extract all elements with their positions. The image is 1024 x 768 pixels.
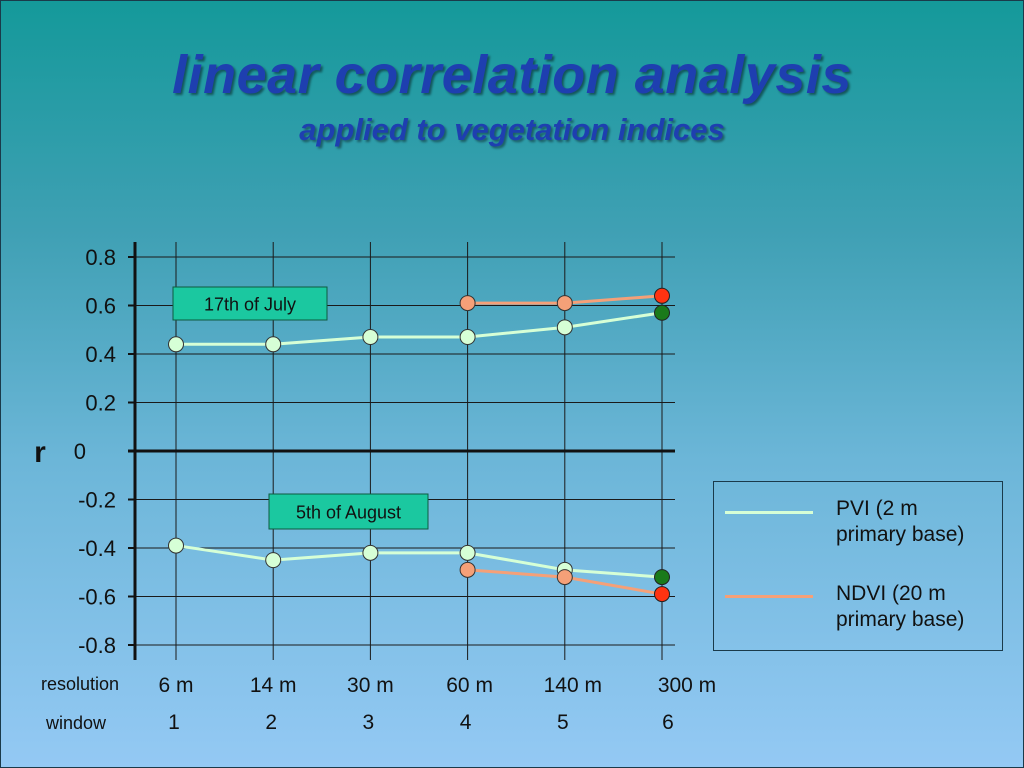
- highlight-point: [654, 569, 670, 586]
- data-point: [459, 544, 476, 561]
- data-point: [459, 295, 476, 312]
- series-line: [176, 311, 663, 346]
- x-tick-label-resolution: 14 m: [250, 674, 297, 697]
- x-tick-label-resolution: 60 m: [446, 674, 493, 697]
- legend-label-pvi: PVI (2 m primary base): [836, 497, 965, 546]
- legend-item-ndvi: NDVI (20 m primary base): [714, 577, 1004, 637]
- y-tick-label: -0.8: [78, 633, 116, 658]
- legend-swatch-pvi: [725, 511, 813, 514]
- y-tick-label: 0.8: [85, 245, 116, 270]
- x-tick-label-window: 2: [265, 711, 277, 734]
- slide-subtitle: applied to vegetation indices: [299, 112, 725, 147]
- x-tick-label-window: 1: [168, 711, 180, 734]
- slide-title: linear correlation analysis: [172, 45, 852, 105]
- annotation-5th-august-box: [268, 493, 429, 530]
- data-point: [168, 537, 184, 554]
- annotation-17th-july-text: 17th of July: [204, 295, 296, 315]
- x-tick-label-resolution: 140 m: [544, 674, 602, 697]
- chart-legend: PVI (2 m primary base) NDVI (20 m primar…: [713, 481, 1003, 651]
- y-axis-label: r: [34, 436, 46, 469]
- data-point: [362, 544, 379, 561]
- series-line: [175, 544, 663, 579]
- data-point: [556, 295, 573, 312]
- data-point: [265, 552, 282, 569]
- y-tick-label: 0: [74, 439, 86, 464]
- data-point: [556, 569, 573, 586]
- x-tick-label-resolution: 30 m: [347, 674, 394, 697]
- data-point: [265, 336, 282, 353]
- data-point: [459, 561, 476, 578]
- y-tick-label: 0.6: [85, 294, 116, 319]
- y-tick-label: 0.4: [85, 342, 116, 367]
- data-point: [556, 319, 573, 336]
- data-point: [362, 329, 379, 346]
- x-tick-label-window: 6: [662, 711, 674, 734]
- x-tick-label-window: 5: [557, 711, 569, 734]
- highlight-point: [654, 304, 670, 321]
- x-tick-label-resolution: 300 m: [658, 674, 716, 697]
- annotation-17th-july-box: [172, 286, 328, 321]
- window-row-label: window: [45, 713, 107, 733]
- y-tick-label: -0.6: [78, 585, 116, 610]
- y-tick-label: 0.2: [85, 391, 116, 416]
- x-tick-label-window: 4: [460, 711, 472, 734]
- data-point: [459, 329, 476, 346]
- x-tick-label-resolution: 6 m: [158, 674, 193, 697]
- y-tick-label: -0.2: [78, 488, 116, 513]
- y-tick-label: -0.4: [78, 536, 116, 561]
- highlight-point: [654, 586, 670, 603]
- annotation-5th-august-text: 5th of August: [296, 503, 401, 523]
- data-point: [168, 336, 184, 353]
- x-tick-label-window: 3: [363, 711, 375, 734]
- legend-swatch-ndvi: [725, 595, 813, 598]
- legend-label-ndvi: NDVI (20 m primary base): [836, 582, 965, 631]
- highlight-point: [654, 287, 670, 304]
- legend-item-pvi: PVI (2 m primary base): [714, 492, 1004, 552]
- resolution-row-label: resolution: [41, 674, 119, 694]
